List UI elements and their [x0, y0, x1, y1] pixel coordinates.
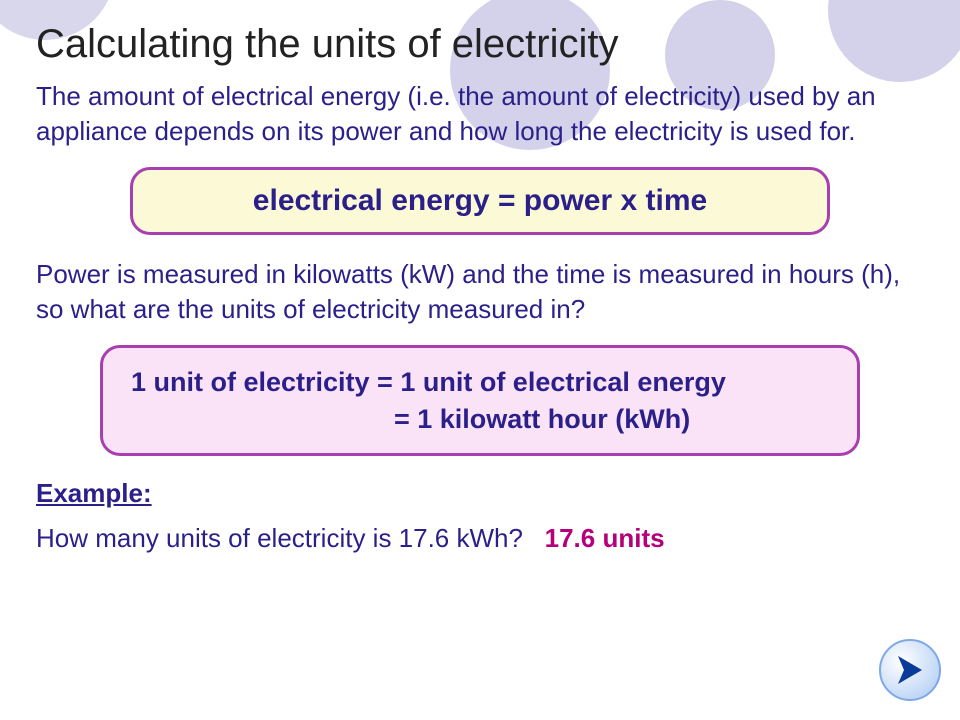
example-answer: 17.6 units — [545, 523, 665, 553]
unit-definition-line1: 1 unit of electricity = 1 unit of electr… — [131, 364, 829, 400]
energy-formula-box: electrical energy = power x time — [130, 167, 830, 235]
example-line: How many units of electricity is 17.6 kW… — [36, 523, 924, 554]
unit-definition-line2: = 1 kilowatt hour (kWh) — [131, 401, 829, 437]
unit-definition-box: 1 unit of electricity = 1 unit of electr… — [100, 345, 860, 456]
units-question-paragraph: Power is measured in kilowatts (kW) and … — [36, 257, 924, 327]
intro-paragraph: The amount of electrical energy (i.e. th… — [36, 79, 924, 149]
example-label: Example: — [36, 478, 924, 509]
example-question: How many units of electricity is 17.6 kW… — [36, 523, 523, 553]
page-title: Calculating the units of electricity — [36, 22, 924, 67]
slide: Calculating the units of electricity The… — [0, 0, 960, 720]
